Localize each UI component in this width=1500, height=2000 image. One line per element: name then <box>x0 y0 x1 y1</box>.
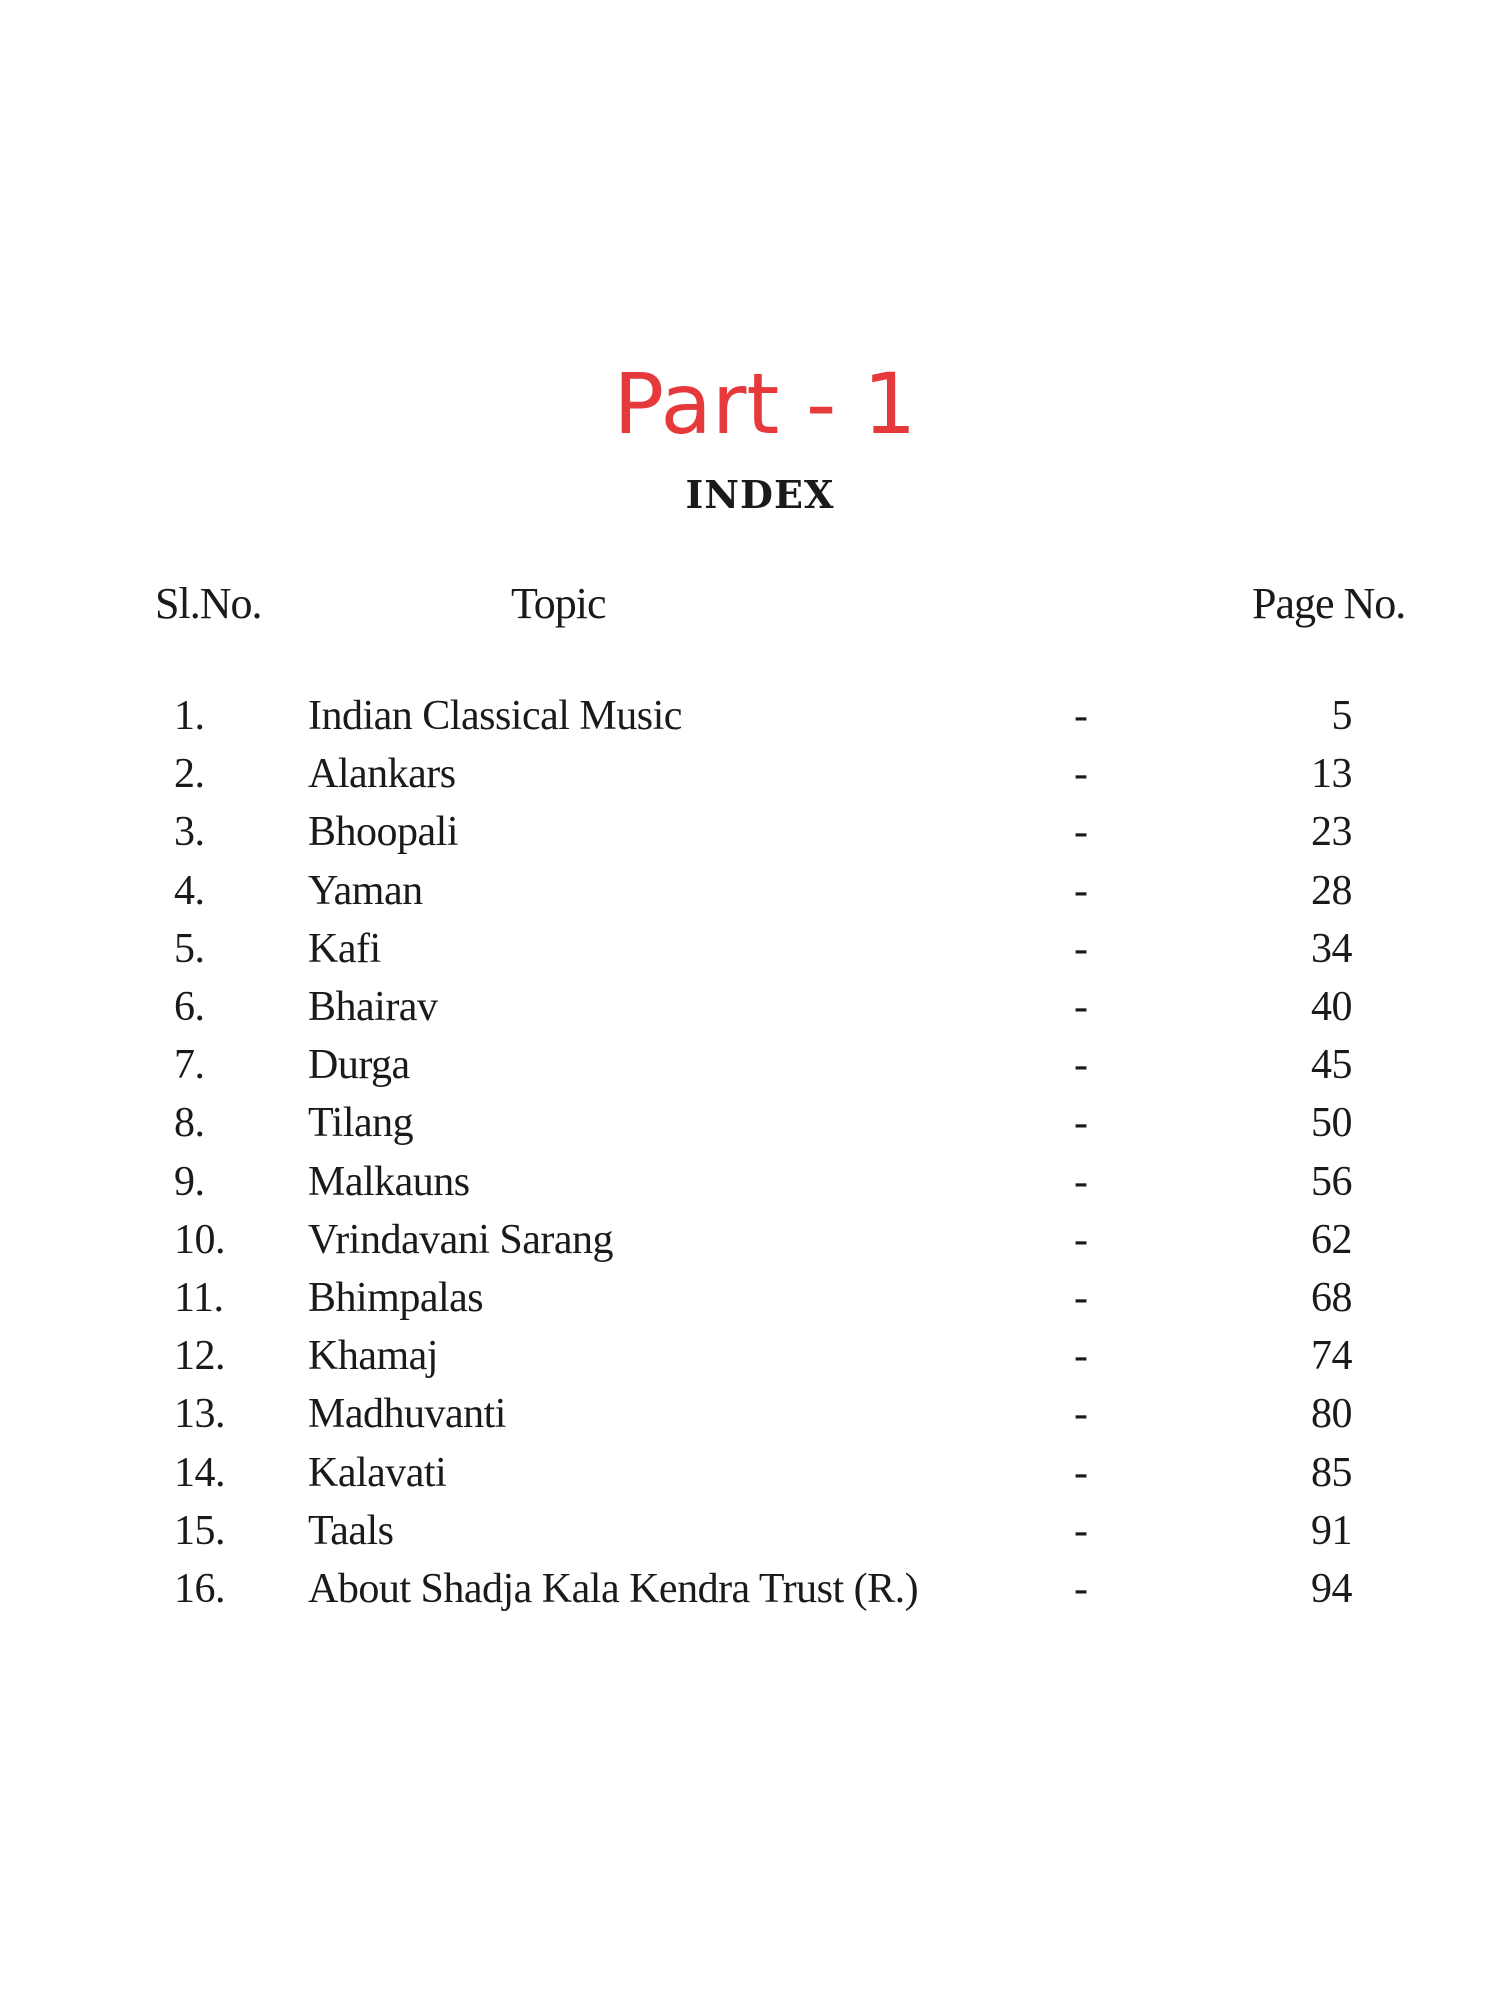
row-page-number: 62 <box>1311 1216 1353 1263</box>
row-number: 6. <box>174 984 205 1030</box>
index-row: 3. Bhoopali - 23 <box>0 808 1500 866</box>
row-page-number: 40 <box>1311 984 1353 1030</box>
row-number: 15. <box>174 1507 226 1554</box>
index-row: 12. Khamaj - 74 <box>0 1332 1500 1390</box>
row-number: 2. <box>174 751 205 798</box>
row-topic: Madhuvanti <box>308 1391 506 1438</box>
row-page-number: 85 <box>1311 1449 1353 1496</box>
row-topic: Bhairav <box>308 984 438 1030</box>
row-separator: - <box>1074 1507 1088 1554</box>
row-separator: - <box>1074 693 1088 739</box>
index-row: 8. Tilang - 50 <box>0 1099 1500 1157</box>
index-row: 10. Vrindavani Sarang - 62 <box>0 1216 1500 1274</box>
row-topic: Durga <box>308 1042 410 1089</box>
row-separator: - <box>1074 1275 1088 1321</box>
index-row: 15. Taals - 91 <box>0 1507 1500 1565</box>
row-separator: - <box>1074 1100 1088 1147</box>
row-number: 10. <box>174 1216 226 1263</box>
row-topic: Vrindavani Sarang <box>308 1216 614 1263</box>
row-number: 14. <box>174 1449 226 1496</box>
row-separator: - <box>1074 809 1088 856</box>
index-row: 7. Durga - 45 <box>0 1041 1500 1099</box>
row-number: 3. <box>174 809 205 856</box>
row-separator: - <box>1074 1333 1088 1380</box>
row-page-number: 80 <box>1311 1391 1353 1438</box>
row-topic: Yaman <box>308 867 423 914</box>
index-row: 6. Bhairav - 40 <box>0 983 1500 1041</box>
row-topic: Bhimpalas <box>308 1275 484 1321</box>
header-topic: Topic <box>511 579 607 628</box>
row-separator: - <box>1074 925 1088 972</box>
row-page-number: 94 <box>1311 1566 1353 1612</box>
row-number: 5. <box>174 925 205 972</box>
part-title: Part - 1 <box>613 355 917 453</box>
row-topic: Kalavati <box>308 1449 447 1496</box>
row-separator: - <box>1074 1216 1088 1263</box>
row-separator: - <box>1074 1449 1088 1496</box>
row-page-number: 68 <box>1311 1275 1353 1321</box>
index-row: 11. Bhimpalas - 68 <box>0 1274 1500 1332</box>
row-number: 7. <box>174 1042 205 1089</box>
row-page-number: 34 <box>1311 925 1353 972</box>
row-number: 16. <box>174 1566 226 1612</box>
row-topic: Taals <box>308 1507 394 1554</box>
row-page-number: 50 <box>1311 1100 1353 1147</box>
row-number: 8. <box>174 1100 205 1147</box>
index-row: 13. Madhuvanti - 80 <box>0 1390 1500 1448</box>
index-row: 14. Kalavati - 85 <box>0 1449 1500 1507</box>
row-separator: - <box>1074 1042 1088 1089</box>
row-separator: - <box>1074 984 1088 1030</box>
row-separator: - <box>1074 1391 1088 1438</box>
header-sl-no: Sl.No. <box>155 579 262 628</box>
row-page-number: 28 <box>1311 867 1353 914</box>
row-number: 9. <box>174 1158 205 1205</box>
row-topic: Indian Classical Music <box>308 693 682 739</box>
index-row: 9. Malkauns - 56 <box>0 1158 1500 1216</box>
row-number: 12. <box>174 1333 226 1380</box>
row-separator: - <box>1074 751 1088 798</box>
row-number: 1. <box>174 693 205 739</box>
index-heading: INDEX <box>685 472 835 517</box>
index-row: 1. Indian Classical Music - 5 <box>0 692 1500 750</box>
row-page-number: 74 <box>1311 1333 1353 1380</box>
index-row: 5. Kafi - 34 <box>0 925 1500 983</box>
row-separator: - <box>1074 867 1088 914</box>
row-separator: - <box>1074 1566 1088 1612</box>
row-topic: About Shadja Kala Kendra Trust (R.) <box>308 1566 919 1612</box>
header-page-no: Page No. <box>1252 579 1406 628</box>
row-topic: Tilang <box>308 1100 414 1147</box>
row-topic: Bhoopali <box>308 809 459 856</box>
row-topic: Alankars <box>308 751 456 798</box>
index-row: 2. Alankars - 13 <box>0 750 1500 808</box>
row-topic: Kafi <box>308 925 381 972</box>
row-page-number: 13 <box>1311 751 1353 798</box>
row-page-number: 56 <box>1311 1158 1353 1205</box>
row-page-number: 45 <box>1311 1042 1353 1089</box>
row-number: 4. <box>174 867 205 914</box>
row-page-number: 91 <box>1311 1507 1353 1554</box>
row-separator: - <box>1074 1158 1088 1205</box>
index-row: 16. About Shadja Kala Kendra Trust (R.) - 9… <box>0 1565 1500 1623</box>
row-topic: Malkauns <box>308 1158 470 1205</box>
row-page-number: 5 <box>1331 693 1353 739</box>
index-row: 4. Yaman - 28 <box>0 867 1500 925</box>
row-number: 13. <box>174 1391 226 1438</box>
row-number: 11. <box>174 1275 224 1321</box>
row-page-number: 23 <box>1311 809 1353 856</box>
row-topic: Khamaj <box>308 1333 438 1380</box>
